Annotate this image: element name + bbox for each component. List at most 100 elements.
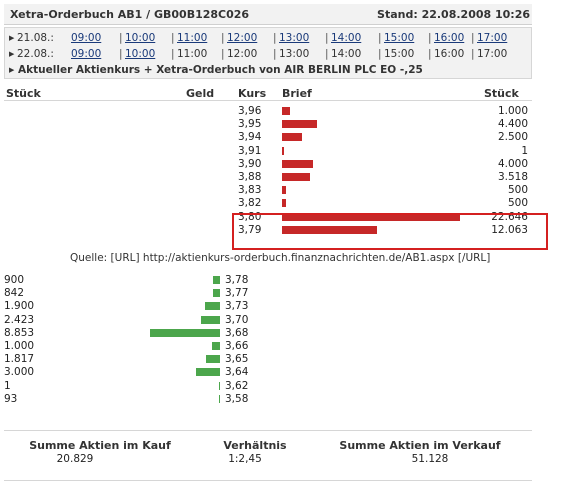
buy-quantity: 8.853	[4, 326, 35, 339]
time-slot-link[interactable]: 10:00	[125, 32, 156, 44]
buy-order-row: 1.900 3,73	[0, 300, 300, 313]
info-label: Aktueller Aktienkurs + Xetra-Orderbuch v…	[18, 64, 423, 76]
time-slot-link[interactable]: 13:00	[279, 32, 310, 44]
time-slot-link[interactable]: 17:00	[477, 32, 508, 44]
current-price-link[interactable]: ▶ Aktueller Aktienkurs + Xetra-Orderbuch…	[9, 64, 423, 76]
buy-quantity: 900	[4, 274, 25, 286]
buy-order-row: 8.853 3,68	[0, 327, 300, 340]
sell-volume-bar	[282, 107, 290, 115]
footer-divider	[4, 430, 532, 431]
time-slot[interactable]: 16:00	[434, 32, 464, 44]
buy-price: 3,73	[225, 300, 249, 313]
time-slot-link[interactable]: 16:00	[434, 32, 465, 44]
sell-price: 3,95	[238, 118, 262, 131]
sell-quantity: 500	[507, 197, 528, 210]
slot-separator: |	[171, 48, 175, 60]
time-navigation: ▶ 21.08.: 09:00 | 10:00 | 11:00 | 12:00 | 13:00 | 14…	[4, 27, 532, 79]
buy-order-row: 1.000 3,66	[0, 340, 300, 353]
time-slot[interactable]: 17:00	[477, 32, 507, 44]
sell-price: 3,90	[238, 157, 262, 170]
buy-order-row: 2.423 3,70	[0, 314, 300, 327]
time-slot[interactable]: 09:00	[71, 32, 101, 44]
slot-separator: |	[325, 32, 329, 44]
sell-price: 3,94	[238, 131, 262, 144]
sum-sell-title: Summe Aktien im Verkauf	[339, 439, 501, 452]
time-slot-link[interactable]: 10:00	[125, 48, 156, 60]
slot-separator: |	[471, 48, 475, 60]
sum-sell-value: 51.128	[411, 453, 449, 465]
time-slot-link[interactable]: 12:00	[227, 32, 258, 44]
sell-volume-bar	[282, 120, 317, 129]
slot-separator: |	[119, 48, 123, 60]
buy-price: 3,70	[225, 313, 249, 326]
sell-order-row: 3,88 3.518	[0, 171, 540, 184]
slot-separator: |	[221, 32, 225, 44]
time-slot[interactable]: 09:00	[71, 48, 101, 60]
sum-buy-value: 20.829	[56, 453, 94, 465]
buy-quantity: 1.000	[4, 340, 35, 352]
time-row-date: 21.08.:	[17, 32, 54, 44]
buy-price: 3,78	[225, 274, 249, 286]
sell-volume-bar	[282, 186, 286, 195]
sell-price: 3,88	[238, 171, 262, 183]
slot-separator: |	[471, 32, 475, 44]
time-slot: 15:00	[384, 48, 415, 60]
buy-price: 3,77	[225, 287, 249, 300]
time-slot-link[interactable]: 09:00	[71, 48, 102, 60]
buy-volume-bar	[218, 381, 220, 390]
buy-volume-bar	[213, 289, 220, 298]
time-slot: 14:00	[331, 48, 362, 60]
sell-order-row: 3,90 4.000	[0, 158, 540, 171]
slot-separator: |	[325, 48, 329, 60]
col-brief: Brief	[282, 87, 312, 100]
time-slot: 17:00	[477, 48, 508, 60]
sell-quantity: 12.063	[491, 223, 528, 236]
buy-order-row: 842 3,77	[0, 287, 300, 300]
slot-separator: |	[221, 48, 225, 60]
ratio-value: 1:2,45	[228, 453, 262, 465]
time-slot[interactable]: 10:00	[125, 48, 155, 60]
buy-quantity: 93	[4, 392, 18, 405]
time-slot[interactable]: 11:00	[177, 32, 207, 44]
time-slot-link[interactable]: 15:00	[384, 32, 415, 44]
time-slot: 16:00	[434, 48, 465, 60]
triangle-right-icon: ▶	[9, 34, 15, 42]
buy-volume-bar	[218, 394, 220, 403]
time-slot[interactable]: 15:00	[384, 32, 414, 44]
slot-separator: |	[119, 32, 123, 44]
sell-volume-bar	[282, 159, 314, 168]
buy-quantity: 1.817	[4, 353, 35, 366]
buy-price: 3,66	[225, 340, 249, 352]
time-slot-link[interactable]: 11:00	[177, 32, 208, 44]
time-slot[interactable]: 12:00	[227, 32, 257, 44]
buy-price: 3,68	[225, 326, 249, 339]
sell-volume-bar	[282, 133, 302, 142]
bottom-divider	[4, 480, 532, 481]
time-slot: 13:00	[279, 48, 310, 60]
time-slot: 11:00	[177, 48, 208, 60]
time-slot[interactable]: 13:00	[279, 32, 309, 44]
sell-quantity: 500	[507, 184, 528, 197]
slot-separator: |	[273, 32, 277, 44]
sell-quantity: 3.518	[497, 171, 528, 183]
sell-price: 3,79	[238, 223, 262, 236]
col-stueck-left: Stück	[6, 87, 41, 100]
sell-quantity: 4.000	[497, 157, 528, 170]
time-slot[interactable]: 10:00	[125, 32, 155, 44]
sell-order-row: 3,79 12.063	[0, 224, 540, 237]
sum-buy-title: Summe Aktien im Kauf	[29, 439, 171, 452]
source-line: Quelle: [URL] http://aktienkurs-orderbuc…	[70, 252, 491, 264]
timestamp: Stand: 22.08.2008 10:26	[377, 8, 530, 21]
sell-order-row: 3,82 500	[0, 197, 540, 210]
time-slot: 12:00	[227, 48, 258, 60]
slot-separator: |	[428, 48, 432, 60]
sell-volume-bar	[282, 212, 460, 221]
time-slot-link[interactable]: 09:00	[71, 32, 102, 44]
time-slot-link[interactable]: 14:00	[331, 32, 362, 44]
triangle-right-icon: ▶	[9, 66, 15, 74]
time-slot[interactable]: 14:00	[331, 32, 361, 44]
buy-quantity: 2.423	[4, 313, 35, 326]
slot-separator: |	[273, 48, 277, 60]
header-divider	[4, 100, 532, 101]
buy-volume-bar	[205, 355, 220, 364]
